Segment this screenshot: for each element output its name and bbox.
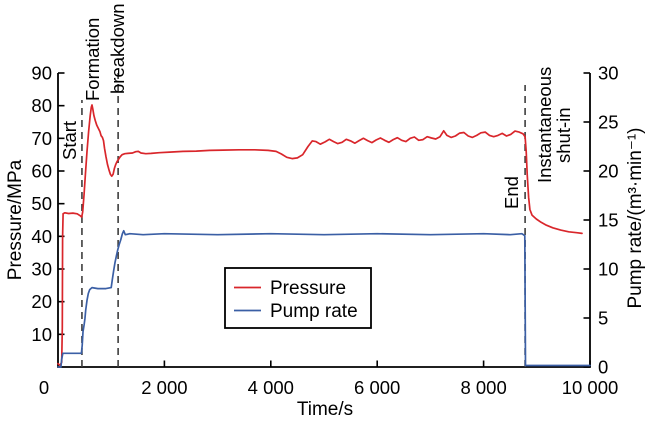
x-tick-label: 4 000 [248, 377, 294, 398]
x-tick-label: 6 000 [354, 377, 400, 398]
y-left-tick-label: 20 [31, 291, 52, 312]
y-right-tick-label: 10 [598, 259, 619, 280]
y-left-tick-label: 10 [31, 324, 52, 345]
y-right-tick-label: 0 [598, 357, 608, 378]
legend-box [224, 267, 372, 329]
annotation-label-instantaneous-shut-in: shut-in [553, 107, 574, 163]
y-left-tick-label: 80 [31, 95, 52, 116]
y-left-tick-label: 30 [31, 259, 52, 280]
y-left-tick-label: 40 [31, 226, 52, 247]
x-axis-title: Time/s [297, 399, 353, 420]
y-left-tick-label: 60 [31, 161, 52, 182]
y-right-tick-label: 30 [598, 63, 619, 84]
x-tick-label: 2 000 [141, 377, 187, 398]
annotation-label-end: End [501, 176, 522, 209]
pressure-line [57, 104, 583, 367]
annotation-label-instantaneous-shut-in: Instantaneous [534, 67, 555, 183]
y-left-tick-label: 70 [31, 128, 52, 149]
x-tick-label: 8 000 [460, 377, 506, 398]
annotation-label-formation-breakdown: breakdown [107, 3, 128, 94]
annotation-label-start: Start [59, 121, 80, 160]
y-right-tick-label: 25 [598, 112, 619, 133]
pump-rate-line [57, 229, 591, 368]
legend-label-pressure: Pressure [270, 278, 346, 299]
y-right-tick-label: 20 [598, 161, 619, 182]
y-left-axis-title: Pressure/MPa [5, 159, 26, 280]
y-right-axis-title: Pump rate/(m³·min⁻¹) [625, 127, 646, 308]
x-tick-label: 10 000 [562, 377, 619, 398]
annotation-label-formation-breakdown: Formation [82, 18, 103, 101]
x-tick-label: 0 [39, 377, 49, 398]
y-left-tick-label: 50 [31, 193, 52, 214]
y-left-tick-label: 90 [31, 63, 52, 84]
y-right-tick-label: 15 [598, 210, 619, 231]
legend-label-pump-rate: Pump rate [270, 301, 358, 322]
y-right-tick-label: 5 [598, 308, 608, 329]
